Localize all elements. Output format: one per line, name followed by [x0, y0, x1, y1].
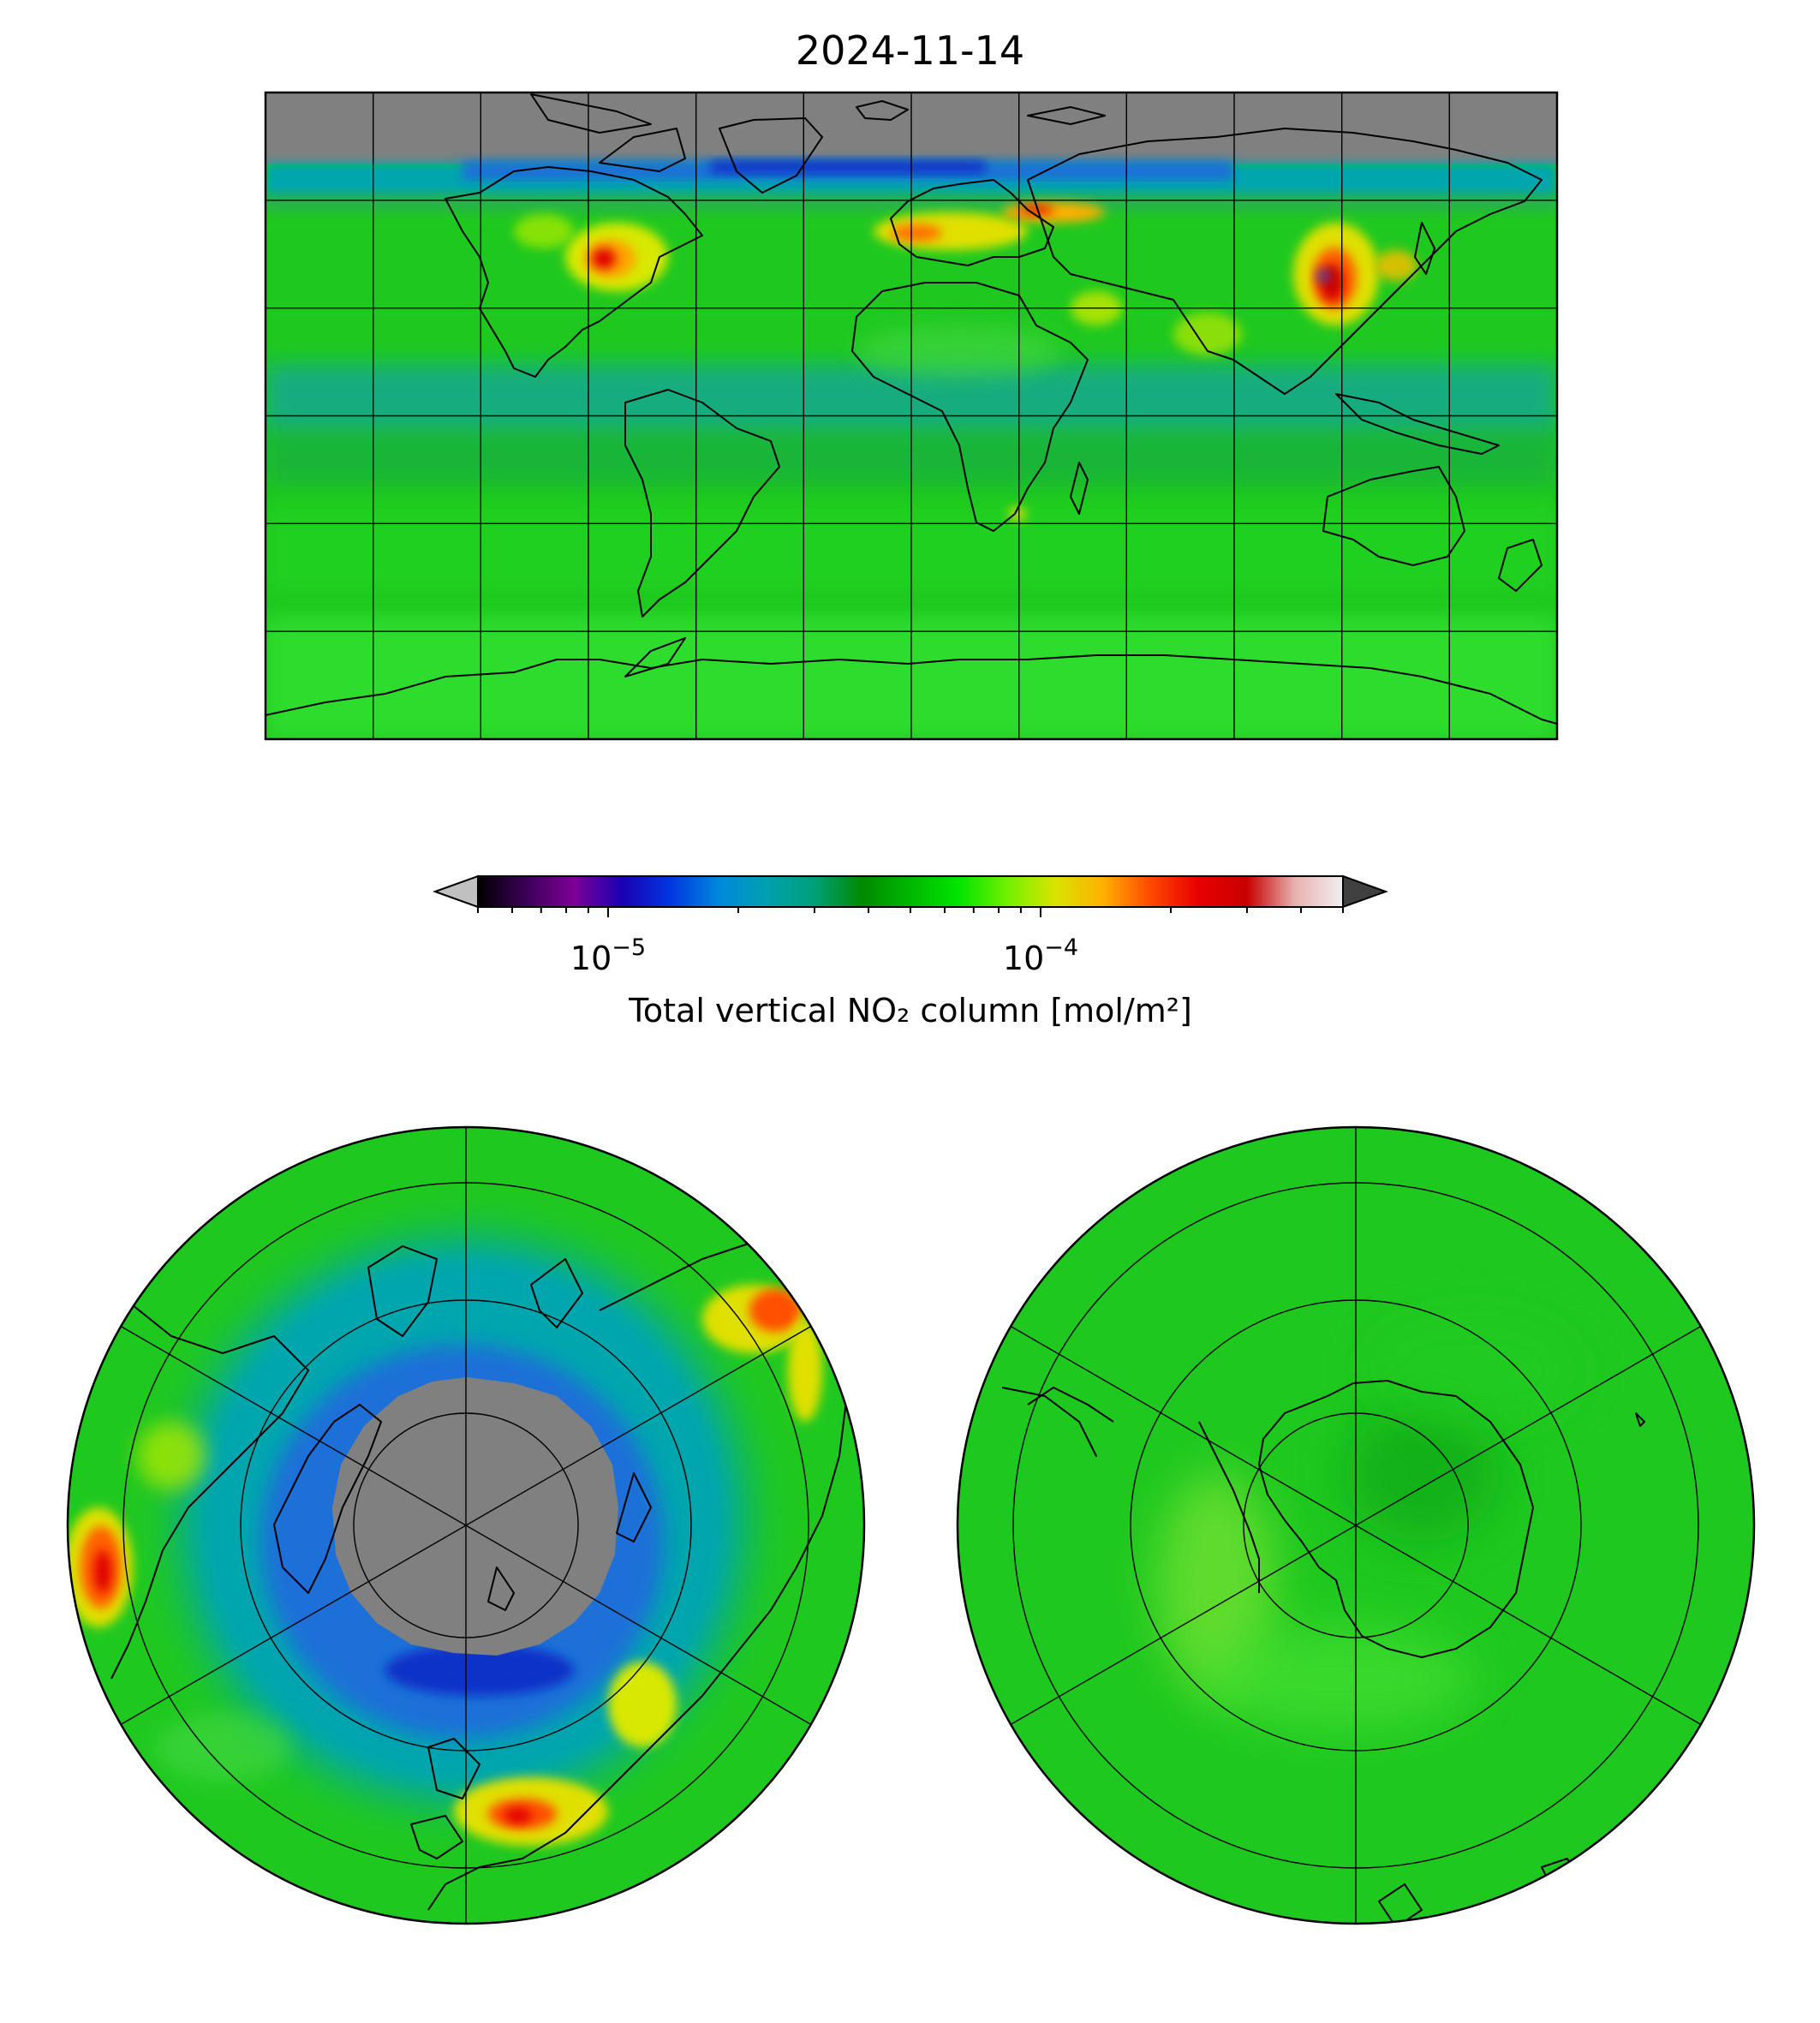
- global-map-frame: [264, 91, 1559, 741]
- north-polar-map: [66, 1125, 866, 1925]
- figure-title: 2024-11-14: [795, 27, 1025, 74]
- south-polar-frame: [956, 1125, 1756, 1925]
- global-map: [264, 91, 1559, 741]
- colorbar-body: [478, 876, 1343, 907]
- north-polar-frame: [66, 1125, 866, 1925]
- global-gridlines: [266, 92, 1557, 739]
- global-coastlines: [266, 93, 1557, 725]
- south-gridlines: [1010, 1127, 1702, 1924]
- north-polar-field: [68, 1127, 864, 1924]
- colorbar: 10−5 10−4 Total vertical NO₂ column [mol…: [433, 874, 1388, 1029]
- south-polar-map: [956, 1125, 1756, 1925]
- colorbar-ticks: [477, 907, 1344, 917]
- north-gridlines: [120, 1127, 812, 1924]
- colorbar-tick-label-1e-4: 10−4: [1003, 934, 1078, 977]
- north-no-data-disk: [332, 1377, 618, 1656]
- south-coastlines: [1001, 1380, 1645, 1924]
- colorbar-label: Total vertical NO₂ column [mol/m²]: [628, 992, 1192, 1029]
- colorbar-tick-label-1e-5: 10−5: [570, 934, 646, 977]
- colorbar-under-extension: [433, 874, 479, 909]
- colorbar-over-extension: [1342, 874, 1388, 909]
